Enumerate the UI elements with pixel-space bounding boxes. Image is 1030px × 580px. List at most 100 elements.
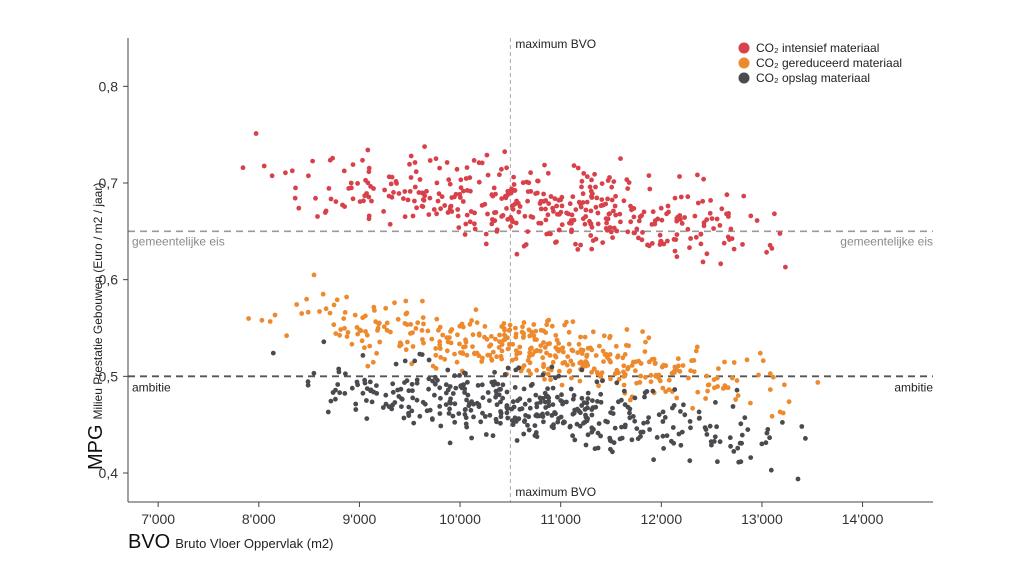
data-point xyxy=(381,324,387,330)
data-point xyxy=(624,327,630,332)
data-point xyxy=(462,390,467,395)
data-point xyxy=(408,331,413,336)
data-point xyxy=(502,337,508,342)
data-point xyxy=(570,194,576,200)
data-point xyxy=(575,350,581,355)
data-point xyxy=(546,201,552,207)
data-point xyxy=(584,174,590,180)
data-point xyxy=(559,392,564,398)
data-point xyxy=(704,373,710,379)
data-point xyxy=(497,172,502,178)
data-point xyxy=(681,402,686,408)
data-point xyxy=(465,379,470,385)
data-point xyxy=(409,408,415,414)
data-point xyxy=(588,345,593,351)
data-point xyxy=(613,212,619,218)
data-point xyxy=(387,221,393,227)
legend-marker xyxy=(738,72,750,84)
data-point xyxy=(409,361,415,367)
data-point xyxy=(613,343,619,349)
data-point xyxy=(361,198,366,204)
data-point xyxy=(677,217,683,222)
data-point xyxy=(731,360,737,365)
data-point xyxy=(420,315,426,320)
x-tick-label: 12'000 xyxy=(641,511,683,527)
data-point xyxy=(545,371,551,377)
legend-marker xyxy=(738,42,750,54)
data-point xyxy=(355,181,360,186)
data-point xyxy=(689,358,694,364)
data-point xyxy=(711,377,717,382)
data-point xyxy=(464,165,470,171)
data-point xyxy=(350,162,356,168)
data-point xyxy=(709,442,714,448)
data-point xyxy=(679,221,685,226)
data-point xyxy=(595,210,601,216)
data-point xyxy=(367,343,373,349)
data-point xyxy=(658,205,664,211)
data-point xyxy=(748,455,754,460)
data-point xyxy=(725,234,731,240)
data-point xyxy=(733,397,738,402)
data-point xyxy=(722,359,727,365)
data-point xyxy=(442,356,448,362)
data-point xyxy=(429,416,435,422)
data-point xyxy=(607,435,613,441)
data-point xyxy=(521,335,526,340)
data-point xyxy=(641,420,646,426)
data-point xyxy=(421,340,426,346)
data-point xyxy=(650,388,656,394)
data-point xyxy=(403,298,409,304)
data-point xyxy=(599,181,605,187)
data-point xyxy=(504,410,510,416)
data-point xyxy=(468,188,473,194)
data-point xyxy=(703,427,709,432)
data-point xyxy=(708,198,713,203)
data-point xyxy=(652,221,658,227)
data-point xyxy=(514,251,520,257)
data-point xyxy=(647,186,653,192)
data-point xyxy=(585,432,591,438)
data-point xyxy=(369,198,374,204)
data-point xyxy=(443,382,449,388)
data-point xyxy=(402,321,408,326)
data-point xyxy=(569,375,574,381)
data-point xyxy=(306,173,311,179)
data-point xyxy=(584,199,590,205)
data-point xyxy=(590,398,595,403)
data-point xyxy=(550,359,556,365)
data-point xyxy=(600,348,606,354)
data-point xyxy=(694,344,700,350)
data-point xyxy=(549,323,555,329)
data-point xyxy=(402,358,408,364)
data-point xyxy=(544,322,550,328)
data-point xyxy=(700,259,706,265)
data-point xyxy=(687,419,693,424)
data-point xyxy=(420,399,426,405)
data-point xyxy=(438,355,444,360)
data-point xyxy=(427,195,433,201)
data-point xyxy=(730,404,736,409)
data-point xyxy=(748,213,754,219)
data-point xyxy=(470,332,476,338)
data-point xyxy=(638,373,644,379)
data-point xyxy=(476,179,482,185)
data-point xyxy=(688,236,693,241)
data-point xyxy=(644,389,650,394)
data-point xyxy=(589,425,595,431)
data-point xyxy=(745,427,751,432)
data-point xyxy=(410,344,416,349)
data-point xyxy=(588,208,594,214)
data-point xyxy=(618,156,623,162)
data-point xyxy=(543,217,549,223)
data-point xyxy=(397,340,403,346)
data-point xyxy=(674,232,680,238)
data-point xyxy=(740,242,745,247)
data-point xyxy=(509,203,515,209)
data-point xyxy=(573,241,578,247)
data-point xyxy=(693,348,699,354)
data-point xyxy=(595,221,601,227)
data-point xyxy=(579,351,585,356)
data-point xyxy=(359,338,365,344)
data-point xyxy=(717,439,723,445)
